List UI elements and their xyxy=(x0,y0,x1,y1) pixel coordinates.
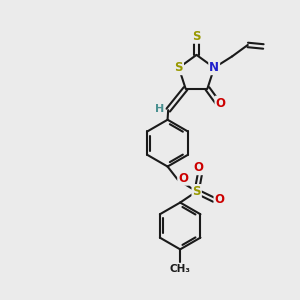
Text: O: O xyxy=(214,193,224,206)
Text: O: O xyxy=(178,172,188,185)
Text: O: O xyxy=(215,97,225,110)
Text: S: S xyxy=(192,30,201,43)
Text: O: O xyxy=(194,161,204,174)
Text: H: H xyxy=(155,103,164,114)
Text: S: S xyxy=(175,61,183,74)
Text: CH₃: CH₃ xyxy=(170,264,191,274)
Text: S: S xyxy=(192,185,201,198)
Text: N: N xyxy=(209,61,219,74)
